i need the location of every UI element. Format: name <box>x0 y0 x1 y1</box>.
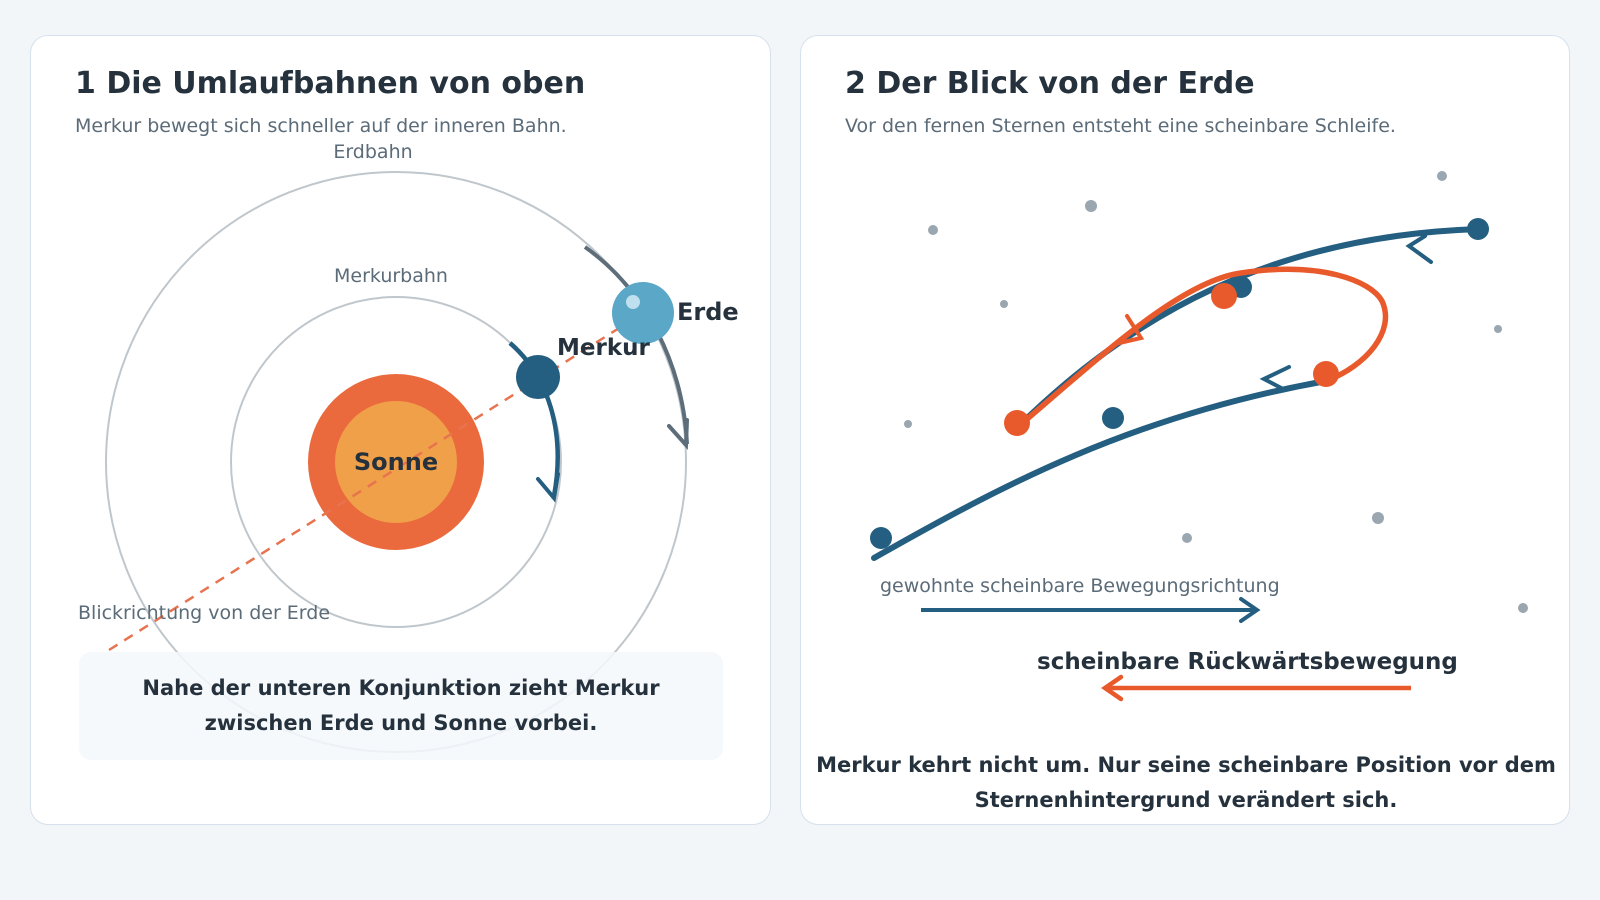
position-dot-orange <box>1313 361 1339 387</box>
path-chevron-blue-upper <box>1405 234 1433 264</box>
legend-normal-arrowhead <box>1239 597 1261 623</box>
mercury-label: Merkur <box>557 335 650 361</box>
panel-2-subtitle: Vor den fernen Sternen entsteht eine sch… <box>845 115 1396 137</box>
apparent-loop-diagram: gewohnte scheinbare Bewegungsrichtung sc… <box>870 171 1528 702</box>
panel-2-title: 2 Der Blick von der Erde <box>845 66 1255 101</box>
mercury-orbit-label: Merkurbahn <box>334 265 448 287</box>
panel-1-subtitle: Merkur bewegt sich schneller auf der inn… <box>75 115 567 137</box>
earth-orbit-label: Erdbahn <box>333 141 412 163</box>
star <box>1372 512 1384 524</box>
star <box>1000 300 1008 308</box>
sun-label: Sonne <box>354 448 438 476</box>
orbit-diagram: Erdbahn Merkurbahn Sonne Erde Merkur Bli… <box>78 141 739 753</box>
legend-retrograde-arrowhead <box>1101 674 1124 702</box>
position-dot-blue <box>1102 407 1124 429</box>
star <box>1494 325 1502 333</box>
mercury-arrowhead <box>536 472 560 503</box>
position-dot-blue <box>1467 218 1489 240</box>
star <box>1182 533 1192 543</box>
legend-normal-label: gewohnte scheinbare Bewegungsrichtung <box>880 575 1280 597</box>
legend-retrograde-label: scheinbare Rückwärtsbewegung <box>1037 649 1458 675</box>
background-stars <box>904 171 1528 613</box>
position-dot-orange <box>1004 410 1030 436</box>
position-dot-blue <box>870 527 892 549</box>
star <box>904 420 912 428</box>
earth-arrowhead <box>667 418 689 451</box>
mercury-planet <box>516 355 560 399</box>
panel-2-caption: Merkur kehrt nicht um. Nur seine scheinb… <box>816 753 1556 812</box>
star <box>1085 200 1097 212</box>
line-of-sight-label: Blickrichtung von der Erde <box>78 602 330 624</box>
earth-label: Erde <box>677 298 739 326</box>
path-chevron-orange <box>1113 314 1145 346</box>
apparent-path-normal <box>871 378 1329 561</box>
position-dot-orange <box>1211 283 1237 309</box>
path-chevron-blue-lower <box>1259 365 1291 392</box>
star <box>1437 171 1447 181</box>
panel-orbits-top-view: 1 Die Umlaufbahnen von oben Merkur beweg… <box>30 35 771 825</box>
star <box>1518 603 1528 613</box>
line-of-sight <box>108 311 644 652</box>
mercury-orbit <box>230 296 562 628</box>
earth-planet <box>612 282 674 344</box>
earth-highlight <box>626 295 640 309</box>
panel-1-caption: Nahe der unteren Konjunktion zieht Merku… <box>79 652 723 760</box>
star <box>928 225 938 235</box>
sun-inner <box>335 401 457 523</box>
panel-1-title: 1 Die Umlaufbahnen von oben <box>75 66 586 101</box>
panel-view-from-earth: 2 Der Blick von der Erde Vor den fernen … <box>800 35 1570 825</box>
